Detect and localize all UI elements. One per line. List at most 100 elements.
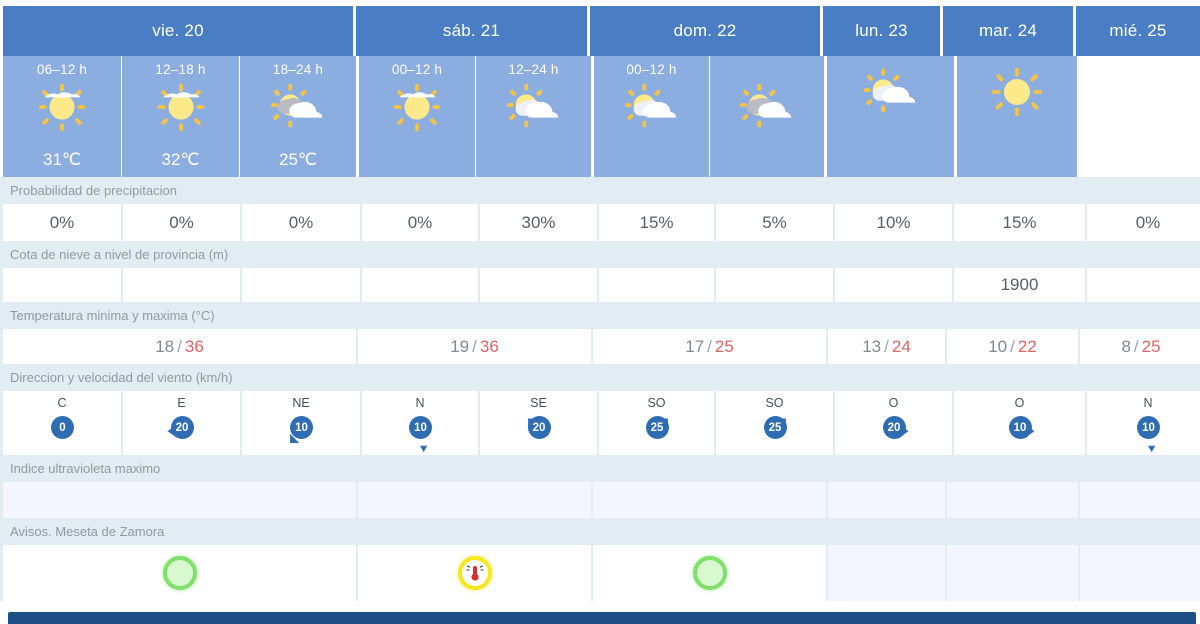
warning-cell-3 [828,545,945,601]
temperature-row: 18/36 19/36 17/25 13/24 10/22 8/25 [0,329,1200,364]
weather-icon-sun-clear [991,67,1043,117]
day-header-mar-24[interactable]: mar. 24 [943,6,1073,56]
wind-speed-value: 10 [1008,416,1032,439]
day-header-sab-21[interactable]: sáb. 21 [356,6,587,56]
temp-min: 8 [1121,336,1131,356]
temp-max: 25 [714,336,734,356]
precip-cell-2: 0% [242,204,360,241]
period-temp: 25℃ [278,150,317,169]
day-label: dom. 22 [673,21,737,40]
temp-min: 10 [988,336,1008,356]
row-label-temperature: Temperatura minima y maxima (°C) [0,302,1200,329]
period-label: 06–12 h [36,62,88,77]
day-label: lun. 23 [855,21,908,40]
bottom-accent-bar [8,612,1196,624]
temp-separator: / [707,336,712,356]
uv-cell-1 [358,482,591,518]
period-cell-6[interactable]: 12–24 h [710,56,824,177]
period-temp: 31℃ [42,150,81,169]
precip-cell-1: 0% [123,204,240,241]
day-header-mie-25[interactable]: mié. 25 [1076,6,1200,56]
wind-arrow-down-icon [1148,445,1156,453]
wind-row: C 0 E 20 NE 10 N 10 SE 20 SO 25 SO 25 O 20 O 10 N 10 [0,391,1200,455]
day-header-vie-20[interactable]: vie. 20 [3,6,353,56]
weather-icon-sun-haze [393,83,441,132]
temp-max: 24 [891,336,911,356]
period-cell-7[interactable] [827,56,954,177]
weather-icon-sun-cloud [739,83,792,128]
precip-cell-7: 10% [835,204,952,241]
snow-cell-4 [480,268,597,302]
wind-cell-2: NE 10 [242,391,360,455]
warning-cell-2[interactable] [593,545,826,601]
period-cell-2[interactable]: 18–24 h 25℃ [240,56,356,177]
temp-cell-5: 8/25 [1080,329,1200,364]
wind-speed-badge-wrap: 10 [398,413,442,453]
wind-speed-badge-wrap: 20 [872,413,916,447]
wind-speed-badge-wrap: 25 [753,413,797,447]
period-label: 00–12 h [391,62,443,77]
day-label: sáb. 21 [442,21,501,40]
uv-cell-3 [828,482,945,518]
snow-cell-2 [242,268,360,302]
day-header-dom-22[interactable]: dom. 22 [590,6,820,56]
wind-speed-value: 10 [1137,416,1160,439]
period-cell-3[interactable]: 00–12 h [359,56,475,177]
precip-cell-9: 0% [1087,204,1200,241]
wind-cell-3: N 10 [362,391,478,455]
temp-cell-4: 10/22 [947,329,1078,364]
weather-icon-sun-haze [157,83,204,132]
wind-speed-badge-wrap: 20 [517,413,561,447]
weather-icon-sun-haze [38,83,86,132]
temp-separator: / [177,336,182,356]
period-label: 00–12 h [626,62,677,77]
wind-cell-1: E 20 [123,391,240,455]
wind-direction: SO [765,396,784,410]
wind-speed-badge-wrap: 20 [160,413,204,447]
weather-icon-sun-cloud [506,83,558,128]
period-cell-1[interactable]: 12–18 h 32℃ [122,56,239,177]
wind-speed-value: 20 [527,416,551,439]
wind-direction: NE [292,396,310,410]
precip-cell-4: 30% [480,204,597,241]
warnings-row [0,545,1200,601]
wind-speed-value: 20 [882,416,906,439]
precip-cell-6: 5% [716,204,833,241]
wind-direction: O [888,396,899,410]
snow-cell-6 [716,268,833,302]
period-temp: 32℃ [161,150,200,169]
wind-direction: N [415,396,425,410]
temp-max: 36 [184,336,204,356]
period-cell-4[interactable]: 12–24 h [476,56,591,177]
snow-cell-3 [362,268,478,302]
temp-separator: / [884,336,889,356]
wind-speed-value: 10 [290,416,313,439]
period-cell-8[interactable] [957,56,1077,177]
thermometer-icon [465,565,484,581]
row-label-snow-level: Cota de nieve a nivel de provincia (m) [0,241,1200,268]
precip-cell-0: 0% [3,204,121,241]
weather-icon-sun-cloud [863,68,915,113]
period-label: 12–24 h [508,62,559,77]
period-cell-5[interactable]: 00–12 h [594,56,709,177]
warning-cell-5 [1080,545,1200,601]
snow-cell-7 [835,268,952,302]
period-cell-0[interactable]: 06–12 h 31℃ [3,56,121,177]
wind-cell-9: N 10 [1087,391,1200,455]
temp-separator: / [1010,336,1015,356]
day-header-lun-23[interactable]: lun. 23 [823,6,940,56]
row-label-wind: Direccion y velocidad del viento (km/h) [0,364,1200,391]
temp-max: 36 [479,336,499,356]
warning-cell-0[interactable] [3,545,356,601]
wind-speed-badge-wrap: 0 [40,413,84,447]
wind-arrow-down-left-icon [290,433,300,443]
precip-cell-8: 15% [954,204,1085,241]
precipitation-row: 0% 0% 0% 0% 30% 15% 5% 10% 15% 0% [0,204,1200,241]
temp-cell-3: 13/24 [828,329,945,364]
row-label-warnings: Avisos. Meseta de Zamora [0,518,1200,545]
warning-cell-1[interactable] [358,545,591,601]
wind-speed-badge-wrap: 10 [998,413,1042,447]
wind-speed-value: 20 [170,416,194,439]
wind-speed-value: 10 [409,416,432,439]
